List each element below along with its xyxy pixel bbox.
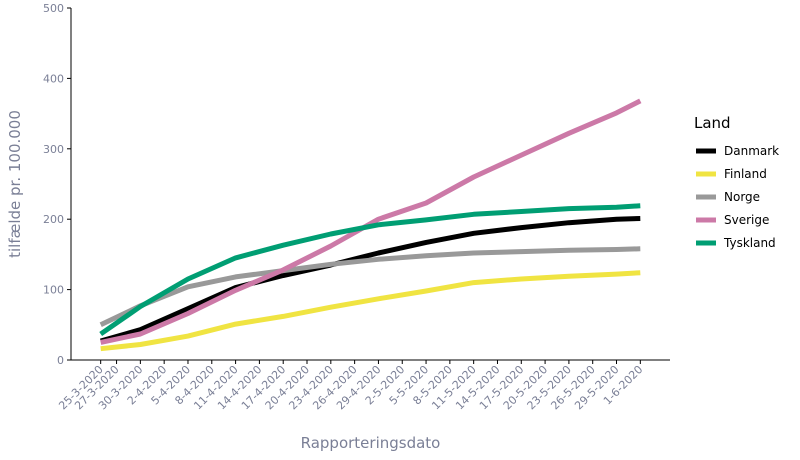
legend-items: Danmark Finland Norge Sverige Tyskland xyxy=(696,144,779,250)
series-layer xyxy=(99,98,642,352)
y-tick-label: 500 xyxy=(43,2,64,15)
y-axis-title: tilfælde pr. 100.000 xyxy=(6,110,24,258)
x-axis-title: Rapporteringsdato xyxy=(301,434,441,452)
y-axis-ticks: 0 100 200 300 400 500 xyxy=(43,2,71,367)
legend-label-tyskland: Tyskland xyxy=(723,236,776,250)
legend-title: Land xyxy=(694,114,731,132)
series-line-norge xyxy=(99,246,641,328)
y-tick-label: 400 xyxy=(43,72,64,85)
y-tick-label: 100 xyxy=(43,284,64,297)
series-line-finland xyxy=(100,270,641,352)
legend: Land Danmark Finland Norge Sverige Tyskland xyxy=(694,114,779,250)
x-axis-ticks: 25-3-202027-3-202030-3-20202-4-20205-4-2… xyxy=(56,360,645,412)
series-line-danmark xyxy=(100,216,641,344)
y-tick-label: 0 xyxy=(57,354,64,367)
legend-label-danmark: Danmark xyxy=(724,144,779,158)
legend-label-norge: Norge xyxy=(724,190,760,204)
y-tick-label: 200 xyxy=(43,213,64,226)
series-line-tyskland xyxy=(99,203,641,337)
legend-label-finland: Finland xyxy=(724,167,767,181)
y-tick-label: 300 xyxy=(43,143,64,156)
legend-label-sverige: Sverige xyxy=(724,213,769,227)
series-line-sverige xyxy=(100,98,642,345)
